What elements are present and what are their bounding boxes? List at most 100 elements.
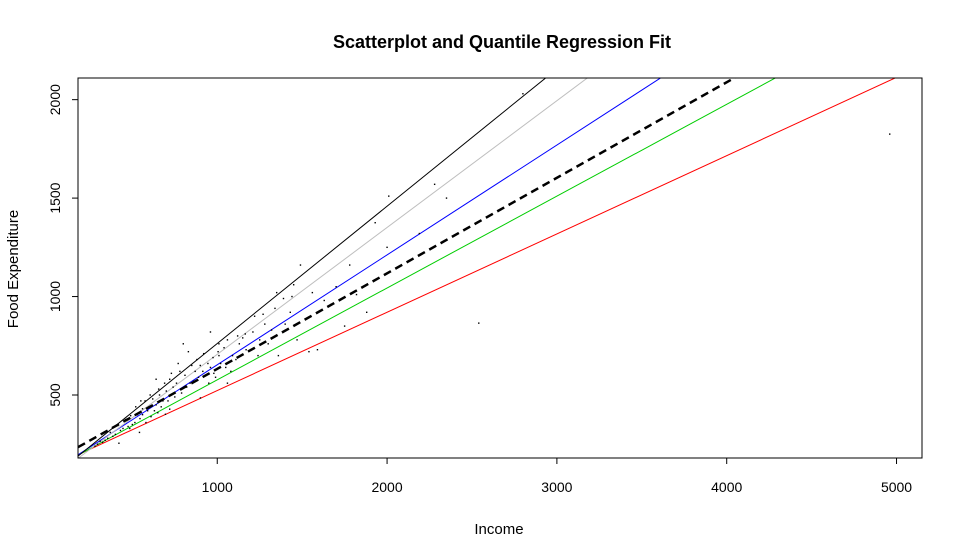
quantile-line-0-75	[78, 78, 589, 458]
data-point	[117, 424, 119, 427]
data-point	[199, 364, 201, 367]
data-point	[245, 349, 247, 351]
data-point	[386, 246, 388, 249]
data-point	[131, 423, 134, 426]
data-point	[208, 382, 210, 384]
data-point	[152, 398, 154, 400]
quantile-line-0-5	[78, 78, 737, 449]
data-point	[236, 335, 239, 337]
data-point	[365, 311, 368, 314]
data-point	[226, 382, 229, 384]
data-point	[316, 349, 319, 351]
data-point	[433, 183, 436, 186]
data-point	[163, 382, 166, 384]
data-point	[308, 350, 310, 353]
data-point	[145, 421, 147, 424]
data-point	[296, 339, 298, 341]
data-point	[146, 410, 149, 412]
data-point	[209, 331, 212, 333]
data-point	[196, 358, 198, 361]
data-point	[169, 408, 171, 410]
y-tick-label: 1000	[47, 281, 63, 312]
data-point	[291, 295, 293, 298]
data-point	[177, 362, 179, 365]
data-point	[138, 431, 141, 434]
data-point	[185, 386, 188, 388]
x-tick-label: 2000	[371, 479, 402, 495]
data-point	[374, 222, 376, 224]
data-point	[284, 323, 286, 325]
data-point	[140, 400, 142, 402]
data-point	[289, 311, 291, 314]
data-point	[94, 445, 96, 447]
data-point	[155, 404, 157, 406]
data-point	[343, 325, 346, 327]
data-point	[192, 380, 195, 382]
data-point	[264, 323, 266, 325]
data-point	[179, 370, 181, 373]
data-point	[292, 284, 295, 286]
x-tick-label: 1000	[202, 479, 233, 495]
data-point	[218, 343, 220, 345]
data-point	[150, 415, 152, 418]
data-point	[99, 440, 101, 442]
data-point	[101, 441, 104, 443]
data-point	[270, 329, 273, 331]
quantile-line-0-95	[78, 78, 547, 457]
data-point	[122, 427, 124, 430]
data-point	[114, 433, 117, 436]
data-point	[160, 406, 162, 408]
chart-title: Scatterplot and Quantile Regression Fit	[333, 32, 671, 52]
data-point	[330, 303, 332, 306]
data-point	[259, 339, 261, 341]
data-point	[182, 343, 184, 345]
data-point	[129, 427, 131, 430]
data-point	[162, 400, 164, 402]
data-point	[172, 386, 174, 388]
data-point	[213, 372, 215, 375]
data-point	[112, 435, 114, 438]
data-point	[445, 197, 448, 199]
data-point	[204, 374, 207, 377]
data-point	[118, 442, 120, 444]
x-tick-label: 4000	[711, 479, 742, 495]
data-point	[267, 343, 269, 345]
data-point	[191, 364, 193, 367]
data-point	[141, 408, 144, 410]
data-point	[134, 421, 136, 424]
plot-area-frame	[77, 77, 923, 459]
data-point	[244, 333, 246, 335]
quantile-line-0-25	[78, 78, 662, 456]
data-point	[109, 431, 111, 434]
data-point	[144, 400, 146, 402]
data-point	[136, 413, 139, 416]
y-tick-label: 500	[47, 383, 63, 407]
data-point	[250, 349, 252, 351]
data-point	[127, 425, 129, 428]
data-point	[212, 356, 214, 359]
data-point	[253, 315, 256, 317]
data-point	[96, 443, 99, 445]
data-point	[197, 376, 200, 378]
data-point	[167, 400, 169, 402]
data-point	[335, 286, 337, 288]
data-point	[187, 350, 190, 353]
data-point	[230, 370, 232, 373]
data-point	[323, 299, 325, 302]
data-point	[135, 406, 137, 408]
data-point	[169, 378, 171, 380]
data-point	[119, 429, 122, 432]
data-point	[282, 297, 285, 300]
data-point	[238, 343, 241, 345]
data-point	[180, 392, 183, 394]
y-axis-label: Food Expenditure	[5, 210, 22, 328]
data-point	[165, 390, 168, 392]
x-tick-label: 5000	[881, 479, 912, 495]
data-point	[170, 372, 173, 375]
data-point	[225, 366, 227, 369]
data-point	[275, 291, 278, 294]
data-point	[157, 388, 160, 390]
data-point	[242, 337, 244, 339]
data-point	[418, 232, 421, 235]
data-point	[217, 350, 219, 353]
